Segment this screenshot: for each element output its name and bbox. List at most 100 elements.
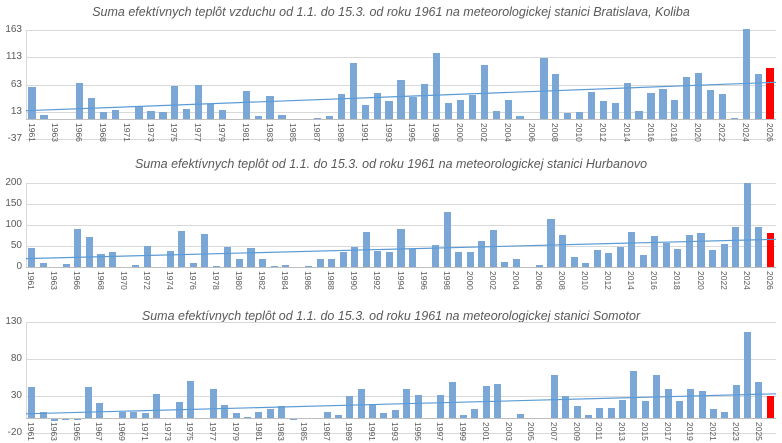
x-axis-label-1967: 1967 [94, 422, 105, 442]
bar-2000 [466, 251, 474, 267]
x-axis-label-2019: 2019 [685, 422, 696, 442]
bar-1998 [448, 381, 456, 419]
bar-2020 [694, 73, 703, 119]
y-axis-tick-label: 100 [5, 219, 22, 230]
x-axis-label-1980: 1980 [234, 271, 244, 290]
x-axis-label-1978: 1978 [210, 271, 221, 290]
bar-2008 [559, 234, 567, 267]
x-axis-label-1976: 1976 [187, 271, 198, 290]
bar-1994 [397, 80, 405, 119]
x-axis-label-2014: 2014 [621, 122, 632, 142]
x-axis-label-1961: 1961 [26, 271, 37, 290]
bar-2007 [550, 375, 558, 419]
bar-2015 [641, 401, 649, 419]
bar-2011 [596, 407, 604, 419]
bar-2011 [593, 250, 601, 267]
trend-line [25, 393, 777, 415]
bar-1977 [201, 234, 209, 267]
y-axis-tick-label: -37 [7, 133, 22, 144]
bar-1974 [166, 251, 174, 267]
bar-2022 [718, 93, 727, 119]
x-axis-label-1966: 1966 [74, 122, 85, 142]
bar-2014 [628, 231, 636, 267]
bar-1987 [314, 117, 322, 119]
gridline-130 [26, 322, 776, 323]
bar-1991 [369, 404, 377, 419]
x-axis-label-1965: 1965 [71, 422, 82, 442]
x-axis-label-1985: 1985 [288, 122, 299, 142]
bar-2020 [697, 233, 705, 267]
bar-2018 [675, 401, 683, 419]
bar-1982 [266, 408, 274, 419]
gridline-80 [26, 359, 776, 360]
chart-title-somotor: Suma efektívnych teplôt od 1.1. do 15.3.… [141, 309, 641, 323]
bar-1969 [119, 412, 127, 419]
bar-2010 [582, 262, 590, 267]
x-axis-label-1999: 1999 [458, 422, 468, 442]
bar-1972 [135, 107, 143, 119]
bar-1997 [432, 245, 440, 267]
bar-2009 [573, 406, 581, 419]
bar-2017 [664, 389, 672, 419]
bar-1989 [346, 396, 354, 419]
x-axis-label-2004: 2004 [510, 271, 521, 290]
x-axis-label-1968: 1968 [95, 271, 106, 290]
x-axis-label-1973: 1973 [145, 122, 156, 142]
bar-1983 [278, 405, 286, 419]
bar-2012 [605, 253, 613, 267]
bar-2000 [471, 408, 479, 419]
bar-2026 [766, 67, 774, 119]
bar-1988 [325, 116, 334, 119]
chart-title-hurbanovo: Suma efektívnych teplôt od 1.1. do 15.3.… [134, 157, 648, 171]
bar-1999 [455, 251, 463, 267]
gridline-150 [26, 204, 776, 205]
y-axis-tick-label: 130 [5, 316, 22, 327]
x-axis-label-1975: 1975 [169, 122, 180, 142]
x-axis-label-2002: 2002 [487, 271, 498, 290]
x-axis-label-1995: 1995 [412, 422, 423, 442]
bar-1969 [109, 252, 117, 267]
bar-1990 [349, 62, 358, 119]
bar-1997 [437, 394, 445, 419]
x-axis-label-1983: 1983 [276, 422, 287, 442]
bar-2020 [698, 390, 706, 419]
chart-title-bratislava-koliba: Suma efektívnych teplôt vzduchu od 1.1. … [92, 5, 690, 19]
x-axis-label-2026: 2026 [764, 122, 775, 142]
bar-2026 [766, 233, 774, 267]
bar-1984 [282, 264, 290, 267]
bar-2004 [512, 259, 520, 267]
x-axis-label-1963: 1963 [49, 271, 60, 290]
bar-2010 [585, 414, 592, 419]
y-axis-tick-label: 113 [6, 51, 22, 63]
bar-1971 [132, 264, 140, 267]
x-axis-label-2010: 2010 [574, 122, 585, 142]
bar-1997 [421, 84, 429, 119]
bar-2024 [743, 183, 751, 267]
bar-1993 [391, 410, 399, 419]
bar-1992 [374, 251, 382, 267]
bar-1992 [380, 413, 388, 419]
x-axis-label-1961: 1961 [26, 422, 37, 442]
bar-2015 [635, 110, 643, 119]
bar-1987 [323, 411, 331, 419]
bar-1966 [74, 229, 82, 267]
bar-2013 [611, 103, 619, 119]
gridline--37 [26, 139, 776, 140]
y-axis-tick-label: 30 [10, 390, 22, 401]
x-axis-label-1988: 1988 [326, 271, 337, 290]
bar-1993 [385, 251, 394, 267]
bar-1998 [433, 52, 441, 119]
y-axis-line [26, 322, 27, 419]
x-axis-label-2026: 2026 [764, 271, 775, 290]
bar-1978 [206, 103, 215, 119]
bar-1972 [153, 393, 161, 419]
gridline-30 [26, 396, 776, 397]
x-axis-label-2021: 2021 [708, 422, 718, 442]
bar-1963 [50, 418, 58, 422]
bar-1992 [373, 93, 381, 119]
bar-2019 [687, 388, 695, 419]
x-axis-label-2020: 2020 [695, 271, 706, 290]
trend-line [25, 238, 777, 260]
gridline-163 [26, 30, 776, 31]
x-axis-label-1981: 1981 [253, 422, 264, 442]
